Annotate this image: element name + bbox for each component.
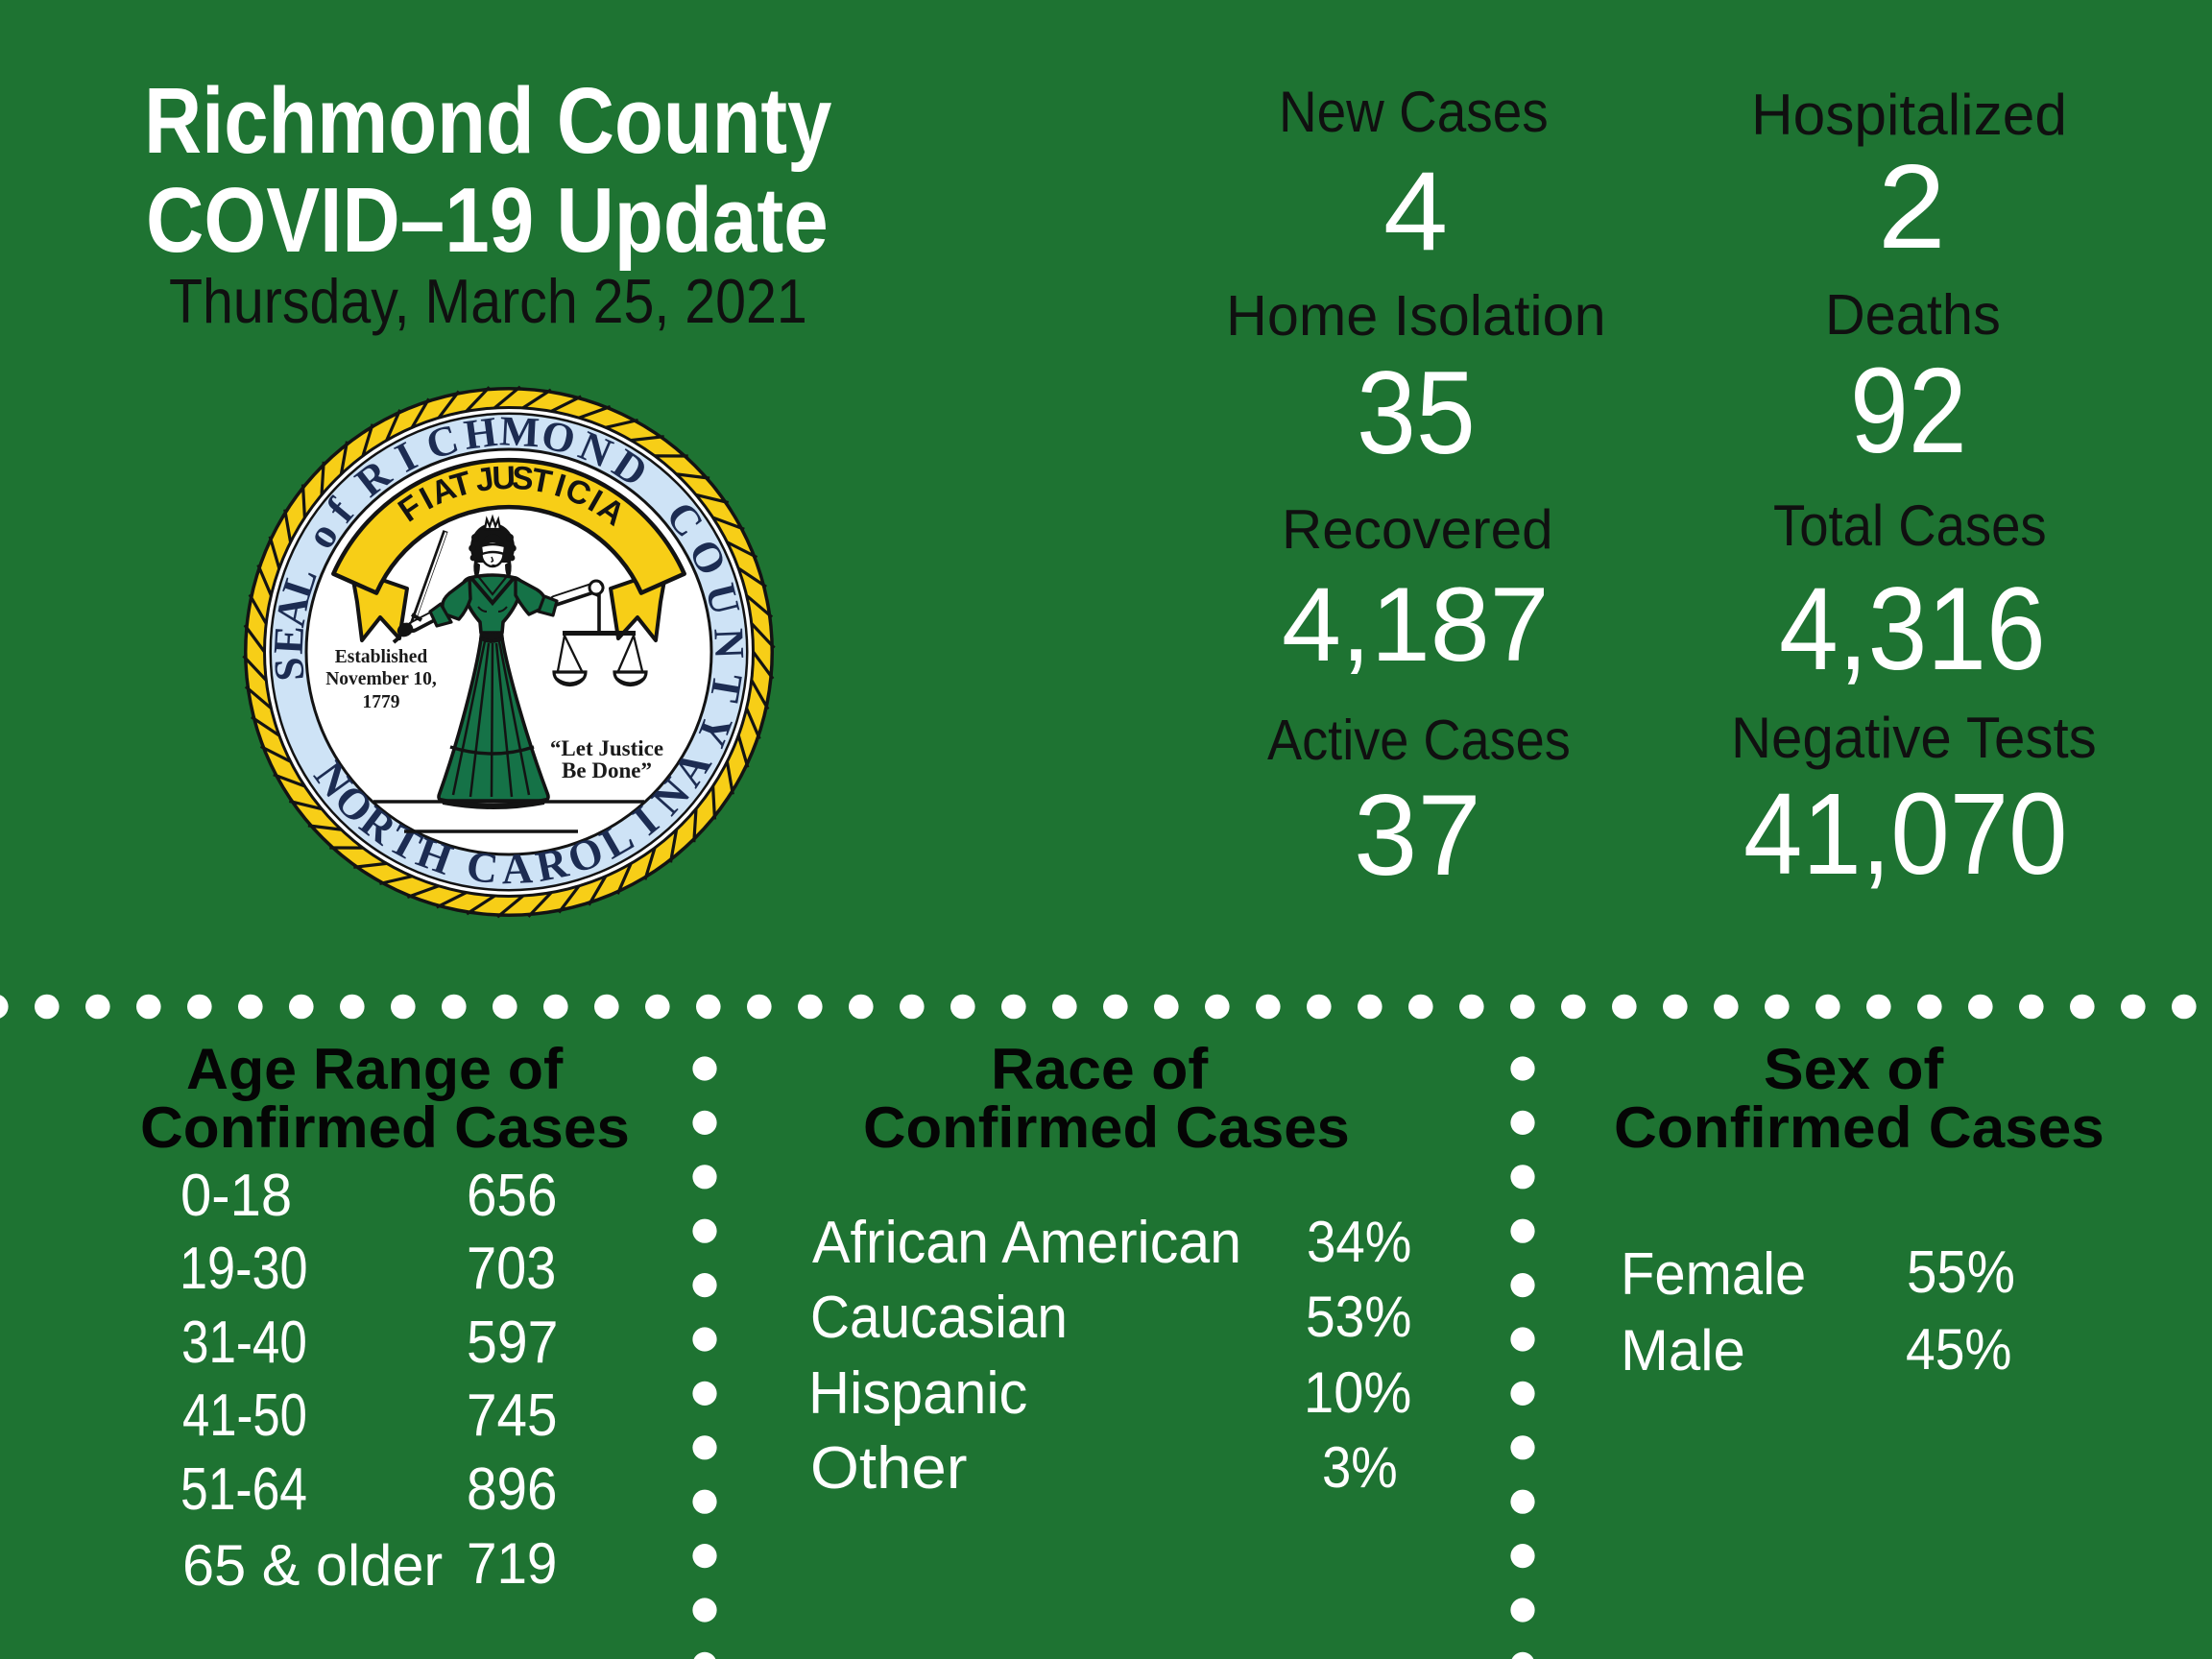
svg-text:E: E xyxy=(265,625,314,656)
svg-text:S: S xyxy=(511,460,536,498)
svg-text:November 10,: November 10, xyxy=(325,669,437,689)
svg-text:C: C xyxy=(464,842,500,894)
svg-text:N: N xyxy=(705,627,753,660)
svg-text:“Let Justice: “Let Justice xyxy=(550,736,663,760)
svg-text:1779: 1779 xyxy=(363,692,400,712)
svg-text:Established: Established xyxy=(335,647,428,667)
svg-text:H: H xyxy=(461,408,499,459)
svg-text:U: U xyxy=(492,460,517,497)
svg-text:M: M xyxy=(498,407,541,456)
svg-text:Be Done”: Be Done” xyxy=(562,758,652,782)
svg-text:A: A xyxy=(501,844,535,893)
svg-text:S: S xyxy=(265,656,314,683)
